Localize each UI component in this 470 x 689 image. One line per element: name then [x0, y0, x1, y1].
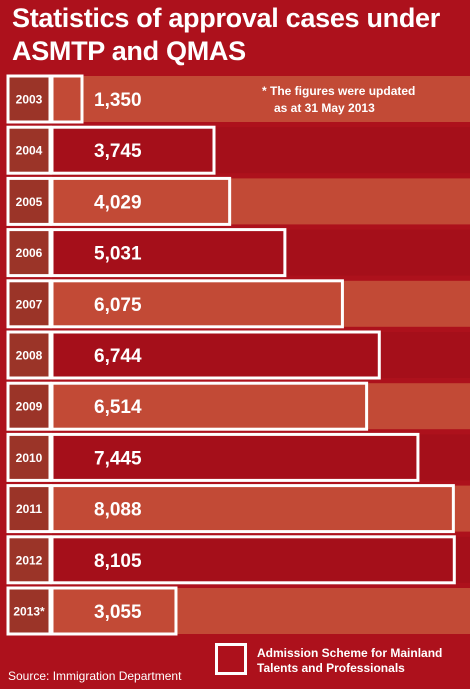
year-label: 2009 — [16, 400, 43, 414]
year-label: 2003 — [16, 93, 43, 107]
year-label: 2012 — [16, 553, 43, 567]
year-cell — [6, 586, 52, 636]
update-note-line2: as at 31 May 2013 — [274, 101, 375, 115]
bar — [50, 279, 344, 329]
year-label: 2013* — [13, 605, 45, 619]
row-band — [52, 178, 470, 225]
year-cell — [6, 228, 52, 278]
bar — [50, 432, 420, 482]
row-band — [52, 536, 470, 583]
bar-value-label: 7,445 — [94, 448, 142, 469]
year-label: 2004 — [16, 144, 43, 158]
bar-value-label: 3,055 — [94, 602, 142, 623]
bar-value-label: 6,514 — [94, 397, 142, 418]
bar — [50, 586, 178, 636]
year-cell — [6, 74, 52, 124]
legend-swatch — [215, 643, 247, 675]
year-label: 2005 — [16, 195, 43, 209]
year-label: 2007 — [16, 297, 43, 311]
bar — [50, 484, 455, 534]
row-band — [52, 383, 470, 430]
row-band — [52, 588, 470, 634]
year-cell — [6, 535, 52, 585]
legend-label-line1: Admission Scheme for Mainland — [257, 646, 443, 660]
bar-value-label: 8,088 — [94, 500, 142, 521]
legend-label: Admission Scheme for Mainland Talents an… — [257, 646, 467, 676]
bar-value-label: 1,350 — [94, 90, 142, 111]
bar — [50, 125, 216, 175]
bar-value-label: 5,031 — [94, 244, 142, 265]
chart-title: Statistics of approval cases under ASMTP… — [12, 3, 440, 66]
bar-value-label: 6,075 — [94, 295, 142, 316]
bar-value-label: 8,105 — [94, 551, 142, 572]
bar — [50, 176, 232, 226]
year-cell — [6, 125, 52, 175]
year-cell — [6, 176, 52, 226]
bar-value-label: 6,744 — [94, 346, 142, 367]
year-label: 2008 — [16, 349, 43, 363]
year-cell — [6, 330, 52, 380]
bar — [50, 228, 287, 278]
legend-label-line2: Talents and Professionals — [257, 661, 405, 675]
bar-value-label: 4,029 — [94, 192, 142, 213]
year-cell — [6, 432, 52, 482]
year-cell — [6, 381, 52, 431]
row-band — [52, 127, 470, 174]
year-cell — [6, 279, 52, 329]
year-cell — [6, 484, 52, 534]
year-label: 2010 — [16, 451, 43, 465]
bar — [50, 330, 381, 380]
row-band — [52, 434, 470, 481]
year-label: 2011 — [16, 502, 42, 516]
row-band — [52, 229, 470, 276]
bar — [50, 74, 84, 124]
row-band — [52, 280, 470, 327]
update-note-line1: * The figures were updated — [262, 84, 415, 98]
row-band — [52, 485, 470, 532]
bar — [50, 381, 369, 431]
row-band — [52, 76, 470, 122]
row-band — [52, 332, 470, 378]
bar — [50, 535, 456, 585]
year-label: 2006 — [16, 246, 43, 260]
bar-value-label: 3,745 — [94, 141, 142, 162]
source-note: Source: Immigration Department — [8, 669, 182, 683]
